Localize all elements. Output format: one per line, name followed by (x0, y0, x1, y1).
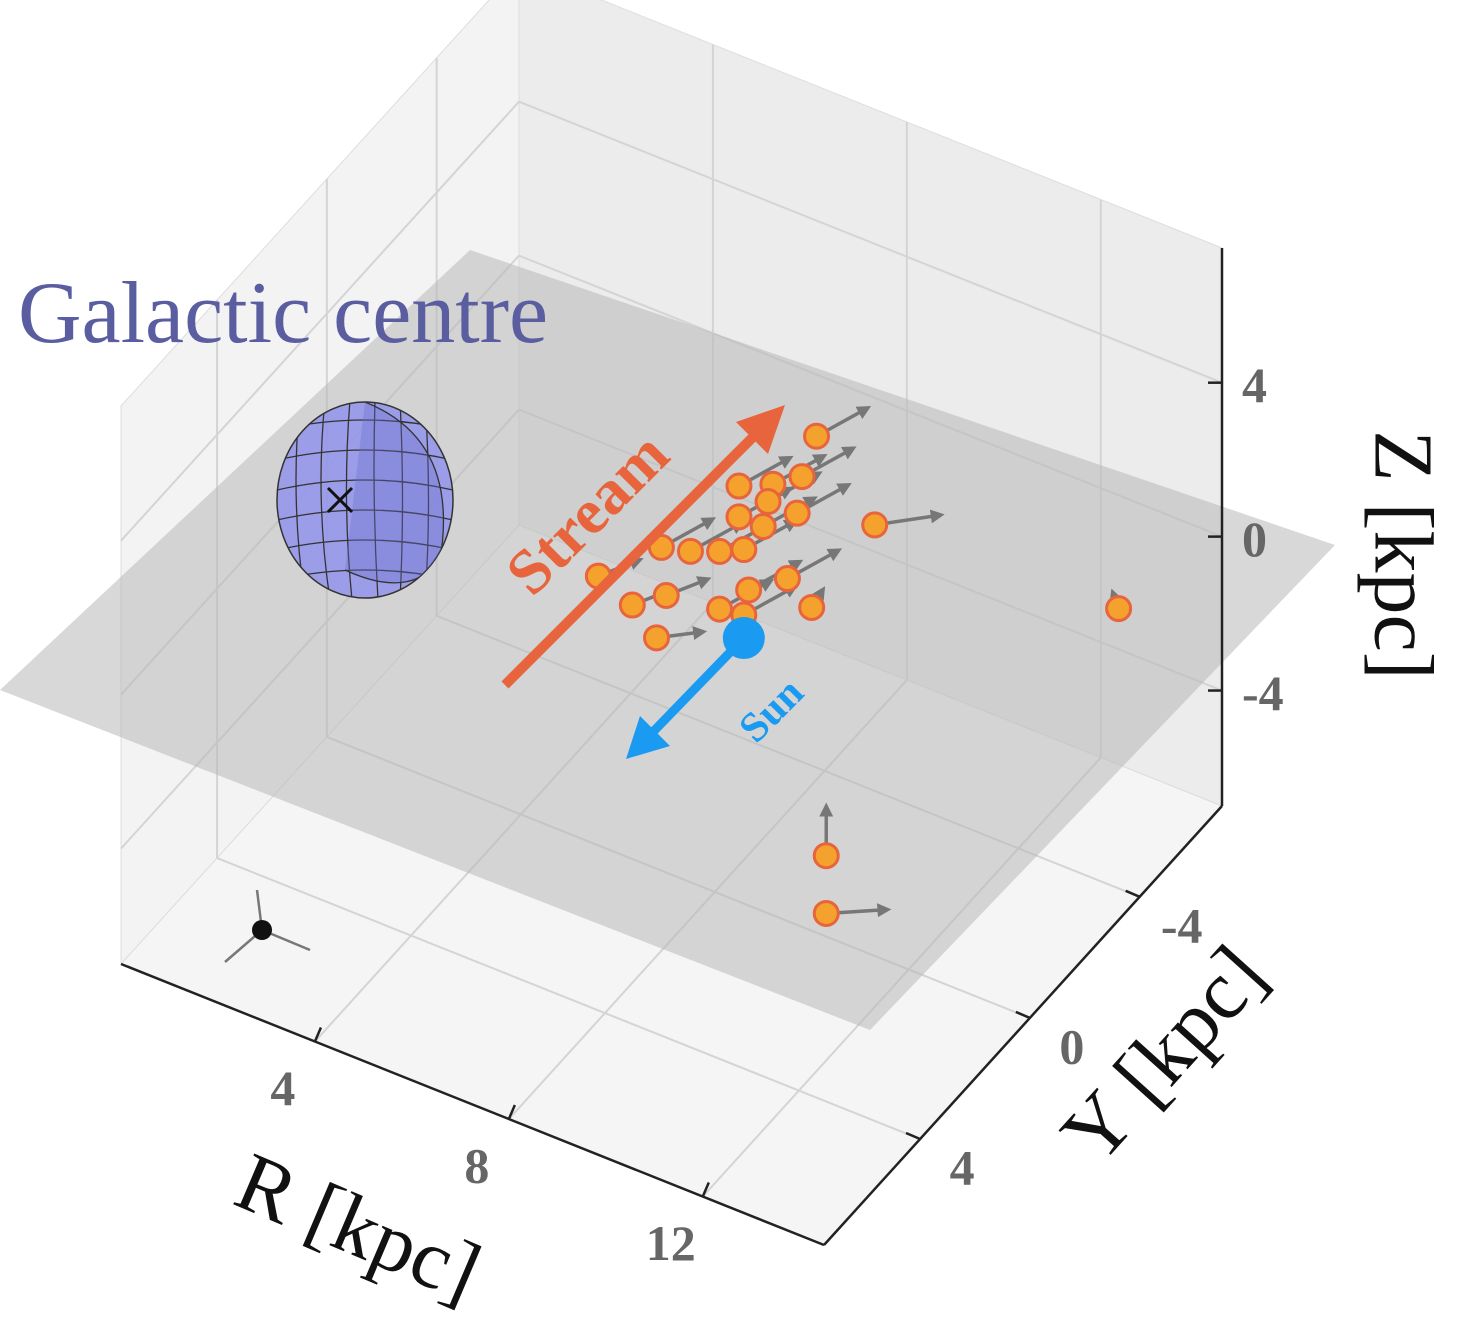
star-point (805, 424, 829, 448)
x-tick-label: 4 (270, 1060, 295, 1116)
star-point (1107, 597, 1131, 621)
star-point (620, 593, 644, 617)
star-point (800, 595, 824, 619)
y-tick-label: 0 (1059, 1018, 1084, 1074)
z-tick-label: -4 (1242, 665, 1284, 721)
galactic-centre-label: Galactic centre (18, 265, 548, 362)
galactic-centre-ellipsoid (277, 400, 453, 600)
star-point (814, 844, 838, 868)
x-tick-label: 12 (646, 1215, 696, 1271)
star-point (708, 597, 732, 621)
z-tick-label: 4 (1242, 357, 1267, 413)
star-point (654, 584, 678, 608)
star-point (737, 578, 761, 602)
star-point (814, 901, 838, 925)
star-point (727, 474, 751, 498)
star-point (756, 490, 780, 514)
x-tick-label: 8 (464, 1138, 489, 1194)
star-point (732, 538, 756, 562)
star-point (645, 626, 669, 650)
y-tick-label: -4 (1161, 897, 1203, 953)
star-point (708, 539, 732, 563)
y-tick-label: 4 (950, 1140, 975, 1196)
star-point (678, 539, 702, 563)
x-axis-label: R [kpc] (223, 1135, 493, 1320)
star-point (785, 501, 809, 525)
chart: 4812-404-404 Galactic centre Stream Sun … (0, 0, 1459, 1341)
star-point (751, 515, 775, 539)
star-point (727, 505, 751, 529)
star-point (863, 513, 887, 537)
z-tick-label: 0 (1242, 511, 1267, 567)
star-point (790, 465, 814, 489)
z-axis-label: Z [kpc] (1357, 430, 1450, 680)
star-point (775, 567, 799, 591)
sun-marker (723, 617, 765, 659)
